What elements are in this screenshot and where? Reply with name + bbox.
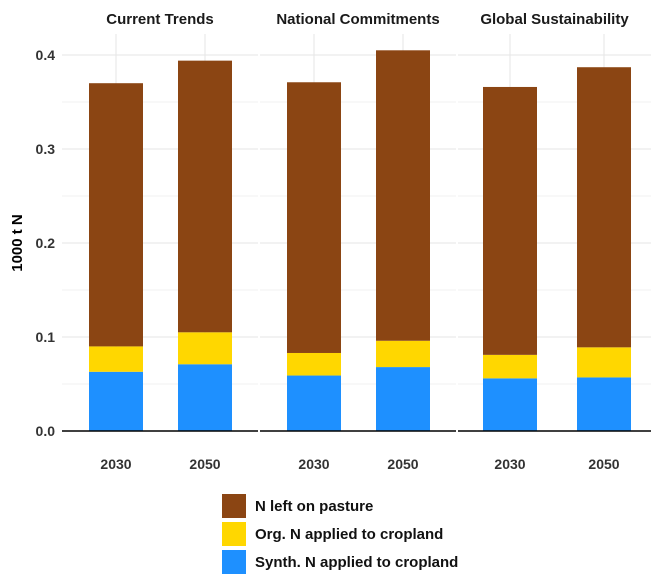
bar-segment — [483, 378, 537, 431]
bar-segment — [577, 347, 631, 378]
legend-label-org-n: Org. N applied to cropland — [255, 525, 444, 543]
panel-title-2: Global Sustainability — [480, 11, 629, 28]
x-tick-label: 2050 — [387, 456, 418, 472]
bar-segment — [178, 332, 232, 365]
bar-segment — [287, 375, 341, 431]
bar-segment — [178, 60, 232, 333]
legend: N left on pasture Org. N applied to crop… — [222, 492, 542, 576]
panel-title-1: National Commitments — [276, 11, 439, 28]
legend-swatch-org-n — [222, 522, 246, 546]
legend-item-org-n: Org. N applied to cropland — [222, 520, 542, 548]
bar-segment — [287, 82, 341, 353]
x-tick-label: 2030 — [100, 456, 131, 472]
bar-segment — [89, 346, 143, 372]
bar-segment — [287, 352, 341, 376]
x-tick-label: 2050 — [588, 456, 619, 472]
legend-swatch-synth-n — [222, 550, 246, 574]
bar-segment — [89, 371, 143, 431]
bar-segment — [577, 67, 631, 348]
legend-label-synth-n: Synth. N applied to cropland — [255, 553, 459, 571]
legend-item-pasture: N left on pasture — [222, 492, 542, 520]
y-tick-label: 0.2 — [36, 235, 56, 251]
panel-title-0: Current Trends — [106, 11, 214, 28]
bar-segment — [376, 367, 430, 431]
bar-segment — [376, 340, 430, 368]
x-tick-label: 2030 — [298, 456, 329, 472]
y-tick-label: 0.0 — [36, 423, 56, 439]
y-axis-title: 1000 t N — [9, 214, 26, 272]
y-tick-label: 0.4 — [36, 47, 56, 63]
x-tick-label: 2030 — [494, 456, 525, 472]
bar-segment — [376, 50, 430, 341]
bar-segment — [89, 83, 143, 347]
legend-item-synth-n: Synth. N applied to cropland — [222, 548, 542, 576]
y-tick-label: 0.1 — [36, 329, 56, 345]
legend-label-pasture: N left on pasture — [255, 497, 374, 515]
bar-segment — [483, 86, 537, 355]
x-tick-label: 2050 — [189, 456, 220, 472]
legend-swatch-pasture — [222, 494, 246, 518]
bar-segment — [577, 377, 631, 431]
bar-segment — [178, 364, 232, 431]
y-tick-label: 0.3 — [36, 141, 56, 157]
bar-segment — [483, 354, 537, 379]
